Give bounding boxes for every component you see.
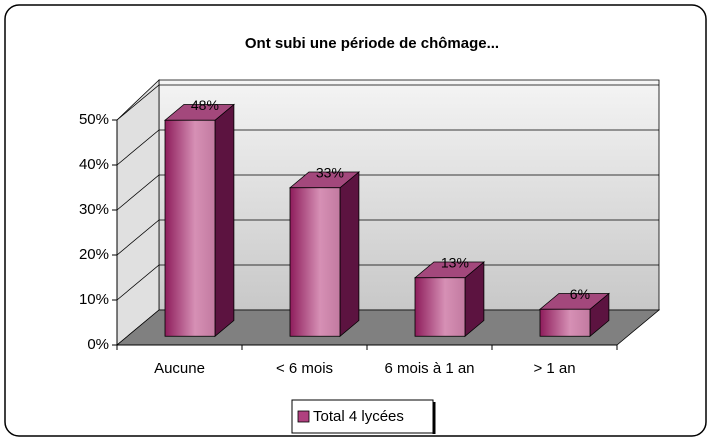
legend-label: Total 4 lycées [313,408,404,425]
bar [539,308,591,337]
y-tick-label: 10% [79,291,109,308]
legend-box [291,399,434,434]
value-label: 48% [191,97,219,113]
grid-line [116,264,659,301]
y-tick-label: 40% [79,156,109,173]
grid-line [116,174,659,211]
value-label: 6% [570,286,590,302]
value-label: 13% [441,255,469,271]
side-wall [116,79,160,346]
bar [414,277,466,337]
bar [164,119,216,337]
y-tick-label: 0% [87,336,109,353]
bar [289,187,341,337]
y-tick-label: 30% [79,201,109,218]
grid-line [116,84,659,121]
grid-line [116,129,659,166]
value-label: 33% [316,165,344,181]
bar-side [214,103,235,338]
y-tick-label: 20% [79,246,109,263]
bar-side [339,171,360,338]
x-tick-label: > 1 an [533,360,575,377]
grid-line [116,219,659,256]
x-tick-label: < 6 mois [276,360,333,377]
x-tick-label: Aucune [154,360,205,377]
legend-swatch [297,410,310,423]
y-tick-label: 50% [79,111,109,128]
x-tick-label: 6 mois à 1 an [384,360,474,377]
chart-title: Ont subi une période de chômage... [245,35,499,52]
